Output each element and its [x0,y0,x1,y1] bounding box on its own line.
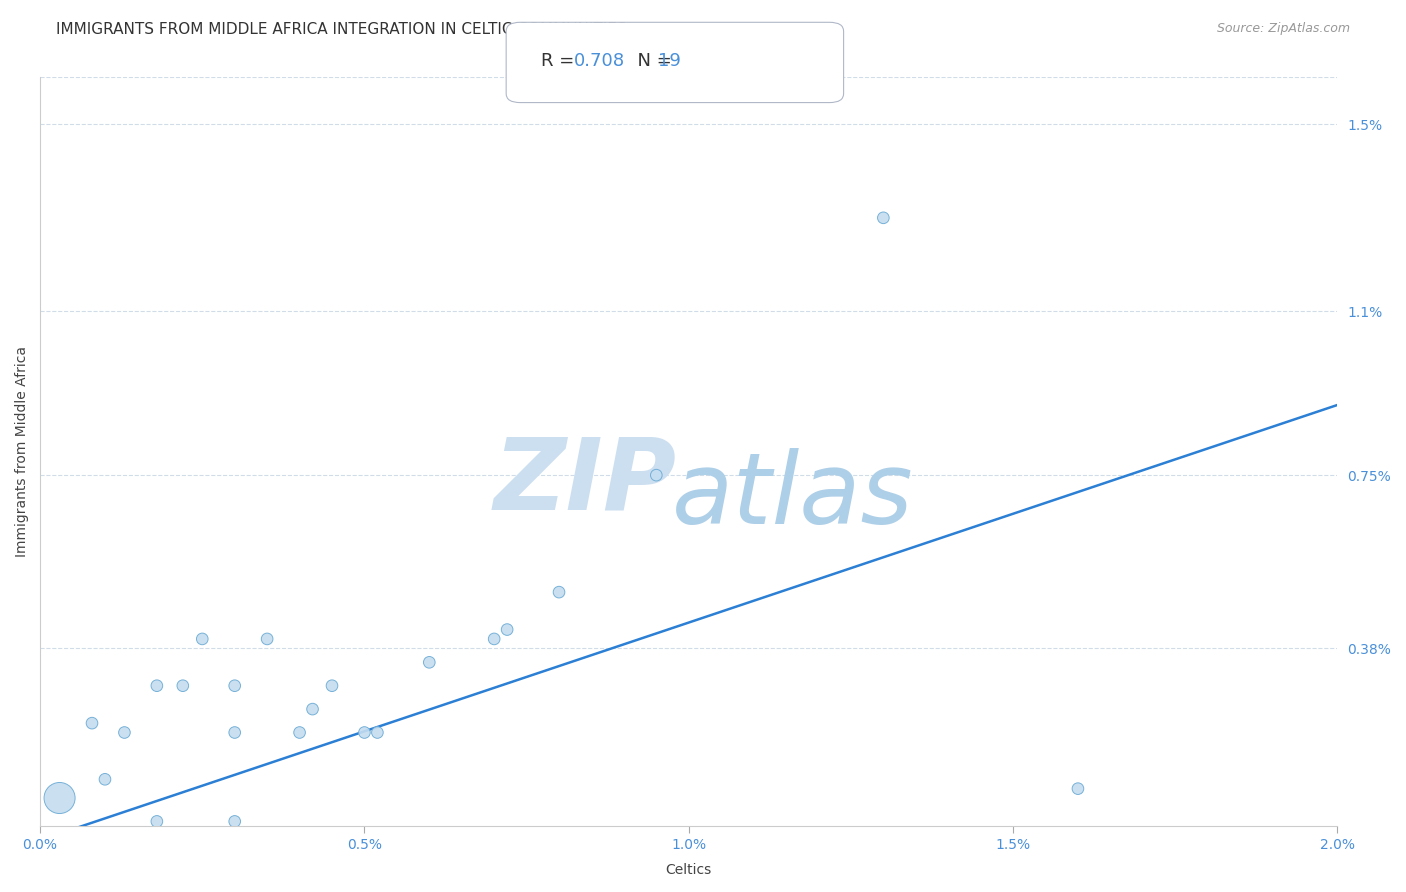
Text: Source: ZipAtlas.com: Source: ZipAtlas.com [1216,22,1350,36]
Text: IMMIGRANTS FROM MIDDLE AFRICA INTEGRATION IN CELTIC COMMUNITIES: IMMIGRANTS FROM MIDDLE AFRICA INTEGRATIO… [56,22,627,37]
Point [48,791,70,805]
Point [146,814,169,829]
Point [1067,781,1090,796]
Point [114,725,136,739]
Point [288,725,311,739]
Y-axis label: Immigrants from Middle Africa: Immigrants from Middle Africa [15,346,30,558]
Point [645,468,668,483]
Text: 19: 19 [658,52,681,70]
Point [496,623,519,637]
Point [94,772,117,787]
Point [80,716,103,731]
Point [366,725,388,739]
Point [301,702,323,716]
Point [146,679,169,693]
Text: R =: R = [541,52,581,70]
Text: 0.708: 0.708 [574,52,624,70]
Point [872,211,894,225]
Point [321,679,343,693]
Point [224,725,246,739]
Point [482,632,505,646]
Point [172,679,194,693]
Point [353,725,375,739]
Point [191,632,214,646]
Point [224,814,246,829]
Point [224,679,246,693]
X-axis label: Celtics: Celtics [665,863,711,877]
Point [548,585,571,599]
Text: ZIP: ZIP [494,434,676,530]
Text: N =: N = [626,52,678,70]
Point [256,632,278,646]
Text: atlas: atlas [672,448,914,545]
Point [418,656,440,670]
